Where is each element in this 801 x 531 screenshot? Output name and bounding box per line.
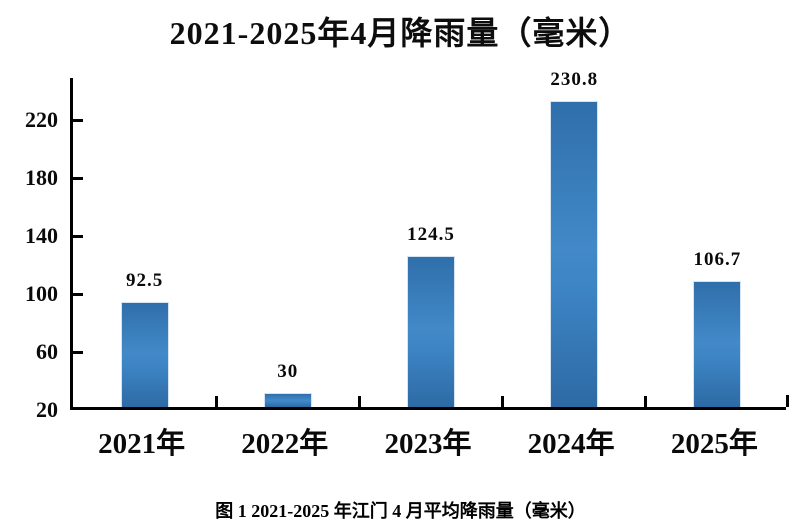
y-axis-tick: [73, 118, 83, 122]
y-axis-tick-label: 180: [25, 165, 58, 191]
x-axis-category-label: 2022年: [241, 428, 329, 460]
bar-value-label: 230.8: [550, 69, 599, 91]
y-axis-tick: [73, 176, 83, 180]
x-axis-tick: [501, 396, 505, 407]
x-axis-category-label: 2025年: [670, 428, 758, 460]
y-axis-tick: [73, 350, 83, 354]
x-axis-tick: [357, 396, 361, 407]
y-axis-tick-label: 220: [25, 107, 58, 133]
y-axis-tick: [73, 292, 83, 296]
bar-2022年: [263, 392, 312, 407]
bar-value-label: 30: [277, 360, 299, 382]
bar-2023年: [407, 255, 455, 407]
x-axis-end-tick: [786, 395, 789, 407]
x-axis-tick: [644, 396, 648, 407]
bar-2024年: [550, 101, 599, 407]
y-axis-tick: [73, 234, 83, 238]
bar-value-label: 106.7: [693, 249, 742, 271]
y-axis-tick-label: 20: [36, 397, 58, 422]
bar-2025年: [693, 281, 742, 407]
rainfall-bar-chart: 2021-2025年4月降雨量（毫米） 92.5 30 124.5 230.8 106.…: [25, 15, 789, 460]
plot-area: 92.5 30 124.5 230.8 106.7: [70, 70, 789, 410]
x-axis-category-label: 2024年: [527, 428, 615, 460]
chart-title: 2021-2025年4月降雨量（毫米）: [169, 15, 632, 51]
y-axis-tick-label: 100: [25, 281, 58, 307]
bar-2021年: [120, 301, 169, 407]
bar-value-label: 124.5: [407, 223, 455, 245]
y-axis-tick-label: 60: [36, 339, 58, 364]
x-axis-tick: [214, 396, 218, 407]
x-axis-category-label: 2021年: [98, 428, 186, 460]
figure-caption: 图 1 2021-2025 年江门 4 月平均降雨量（毫米）: [215, 501, 586, 521]
bar-value-label: 92.5: [125, 269, 164, 291]
y-axis-tick-label: 140: [25, 223, 58, 249]
x-axis-category-label: 2023年: [384, 428, 472, 460]
